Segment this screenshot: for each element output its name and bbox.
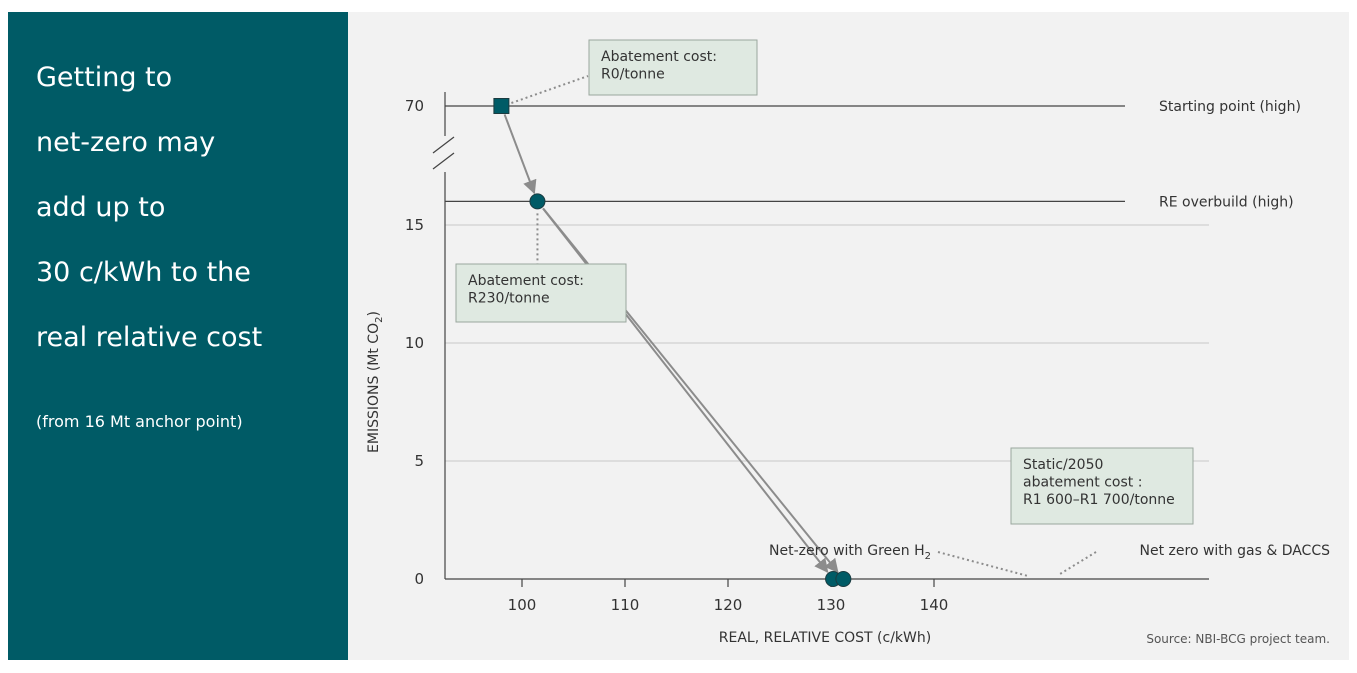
y-tick-label-10: 10 bbox=[405, 334, 424, 352]
abatement-callout-1 bbox=[588, 39, 758, 96]
marker-net-zero-gas-daccs bbox=[835, 571, 852, 587]
abatement-callout-1-line-1: Abatement cost: bbox=[601, 49, 717, 65]
x-tick-label-130: 130 bbox=[817, 596, 846, 614]
reference-label-2: RE overbuild (high) bbox=[1159, 194, 1294, 210]
axis-break-mark-1 bbox=[432, 136, 455, 154]
source-note: Source: NBI-BCG project team. bbox=[1146, 632, 1330, 646]
marker-re-overbuild bbox=[529, 193, 546, 210]
emissions-cost-chart: 0 5 10 15 70 100 110 120 130 140 REAL, RELATIVE CO… bbox=[366, 39, 1331, 646]
abatement-callout-2 bbox=[455, 263, 627, 323]
point-label-connector-1 bbox=[937, 551, 1029, 577]
headline-subnote: (from 16 Mt anchor point) bbox=[36, 412, 243, 431]
headline-line-5: real relative cost bbox=[36, 322, 263, 353]
headline-line-3: add up to bbox=[36, 192, 166, 223]
abatement-callout-2-line-2: R230/tonne bbox=[468, 291, 550, 307]
abatement-callout-3-line-2: abatement cost : bbox=[1023, 475, 1142, 491]
y-axis-title: EMISSIONS (Mt CO2) bbox=[366, 311, 385, 453]
x-tick-label-140: 140 bbox=[920, 596, 949, 614]
x-tick-label-100: 100 bbox=[508, 596, 537, 614]
headline-line-4: 30 c/kWh to the bbox=[36, 257, 251, 288]
axis-break-mark-2 bbox=[432, 152, 455, 170]
arrow-2 bbox=[542, 207, 829, 574]
abatement-callout-2-line-1: Abatement cost: bbox=[468, 273, 584, 289]
arrow-1 bbox=[503, 114, 537, 195]
headline-line-1: Getting to bbox=[36, 62, 173, 93]
abatement-callout-1-line-2: R0/tonne bbox=[601, 67, 665, 83]
abatement-callout-3 bbox=[1010, 447, 1194, 525]
y-tick-label-0: 0 bbox=[414, 570, 424, 588]
point-label-green-h2: Net-zero with Green H2 bbox=[769, 543, 931, 562]
chart-area: 0 5 10 15 70 100 110 120 130 140 REAL, RELATIVE CO… bbox=[348, 12, 1349, 660]
point-label-connector-2 bbox=[1059, 551, 1097, 575]
marker-starting-point bbox=[493, 98, 510, 114]
headline-panel: Getting to net-zero may add up to 30 c/k… bbox=[8, 12, 348, 660]
arrow-3 bbox=[542, 207, 839, 574]
y-tick-label-15: 15 bbox=[405, 216, 424, 234]
y-tick-label-5: 5 bbox=[414, 452, 424, 470]
abatement-callout-3-line-1: Static/2050 bbox=[1023, 457, 1103, 473]
callout-connector-1 bbox=[511, 75, 589, 104]
point-label-gas-daccs: Net zero with gas & DACCS bbox=[1140, 543, 1331, 559]
x-axis-title: REAL, RELATIVE COST (c/kWh) bbox=[719, 630, 931, 646]
x-tick-label-110: 110 bbox=[611, 596, 640, 614]
headline-line-2: net-zero may bbox=[36, 127, 216, 158]
x-tick-label-120: 120 bbox=[714, 596, 743, 614]
abatement-callout-3-line-3: R1 600–R1 700/tonne bbox=[1023, 492, 1175, 508]
y-tick-label-70: 70 bbox=[405, 97, 424, 115]
reference-label-1: Starting point (high) bbox=[1159, 99, 1301, 115]
